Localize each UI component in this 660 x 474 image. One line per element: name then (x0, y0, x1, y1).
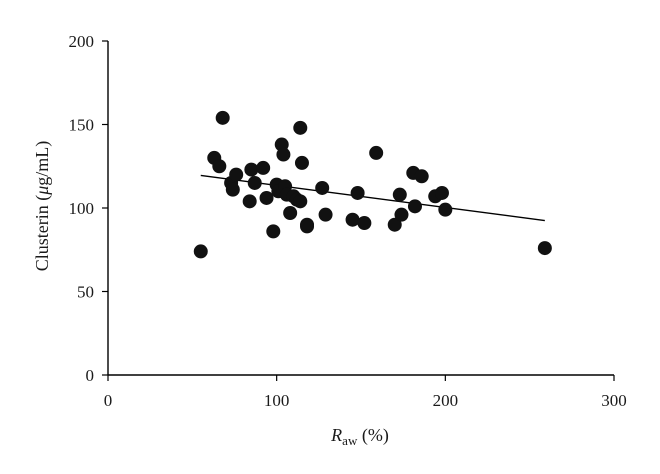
data-point (244, 162, 259, 177)
y-axis-title-prefix: Clusterin ( (32, 195, 53, 272)
y-tick-label: 50 (77, 283, 94, 302)
data-point (318, 207, 333, 222)
data-point (293, 120, 308, 135)
data-point (387, 217, 402, 232)
y-tick-label: 150 (69, 116, 95, 135)
x-tick-label: 300 (601, 391, 627, 410)
data-point (212, 159, 227, 174)
y-tick-label: 200 (69, 32, 95, 51)
axes (107, 41, 614, 376)
data-point (369, 145, 384, 160)
data-point (293, 194, 308, 209)
x-axis-title-suffix: (%) (357, 425, 388, 446)
y-axis-title-suffix: g/mL) (32, 141, 53, 186)
data-point (242, 194, 257, 209)
x-axis-title-sub: aw (342, 433, 358, 448)
x-axis-title: Raw (%) (330, 425, 389, 448)
axis-ticks: 0 50 100 150 200 0 100 200 300 (69, 32, 627, 410)
data-point (294, 155, 309, 170)
data-point (357, 216, 372, 231)
y-axis-title: Clusterin (μg/mL) (32, 141, 53, 272)
data-point (283, 206, 298, 221)
data-point (276, 147, 291, 162)
data-point (434, 185, 449, 200)
data-point (407, 199, 422, 214)
x-tick-label: 100 (264, 391, 290, 410)
x-tick-label: 0 (104, 391, 113, 410)
data-point (193, 244, 208, 259)
data-point (247, 175, 262, 190)
x-tick-label: 200 (433, 391, 459, 410)
y-tick-label: 0 (86, 366, 95, 385)
data-point (256, 160, 271, 175)
data-point (315, 180, 330, 195)
data-point (394, 207, 409, 222)
x-axis-title-main: R (330, 425, 342, 445)
data-point (300, 219, 315, 234)
data-point (392, 187, 407, 202)
y-tick-label: 100 (69, 199, 95, 218)
y-axis-title-symbol: μ (32, 186, 52, 196)
data-point (266, 224, 281, 239)
data-points (193, 110, 552, 259)
data-point (350, 185, 365, 200)
data-point (438, 202, 453, 217)
data-point (229, 167, 244, 182)
data-point (259, 190, 274, 205)
data-point (414, 169, 429, 184)
data-point (537, 241, 552, 256)
data-point (225, 182, 240, 197)
data-point (345, 212, 360, 227)
data-point (215, 110, 230, 125)
